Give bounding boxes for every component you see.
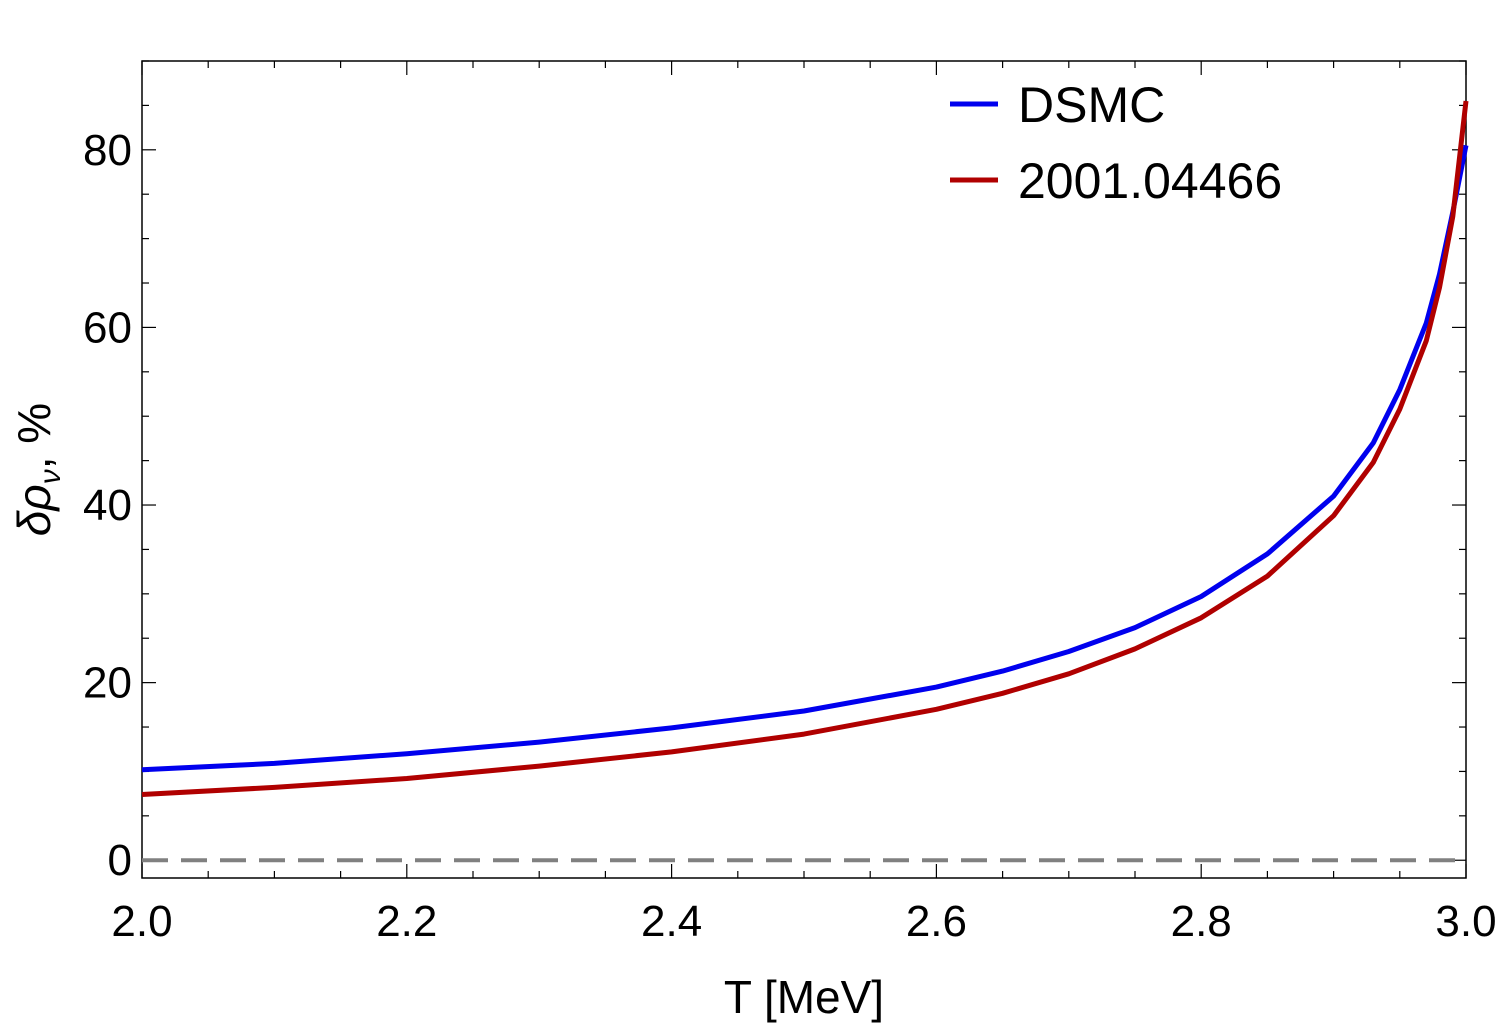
y-tick-label: 80 xyxy=(83,126,132,175)
series-line xyxy=(141,144,1469,773)
x-tick-label: 2.8 xyxy=(1171,897,1232,946)
x-tick-label: 2.2 xyxy=(376,897,437,946)
y-tick-label: 20 xyxy=(83,659,132,708)
legend: DSMC 2001.04466 xyxy=(950,77,1282,209)
x-tick-label: 2.0 xyxy=(111,897,172,946)
y-axis-label-sub: ν xyxy=(34,469,67,484)
y-axis-label-tail: , % xyxy=(8,403,60,469)
x-tick-label: 2.6 xyxy=(906,897,967,946)
y-tick-label: 40 xyxy=(83,481,132,530)
x-axis-label: T [MeV] xyxy=(724,971,884,1023)
legend-label: DSMC xyxy=(1018,77,1165,133)
x-tick-label: 2.4 xyxy=(641,897,702,946)
axis-ticks xyxy=(141,60,1467,878)
y-tick-label: 0 xyxy=(108,836,132,885)
series-line xyxy=(141,100,1469,797)
y-axis-label: δρν, % xyxy=(8,403,67,536)
legend-label: 2001.04466 xyxy=(1018,153,1282,209)
y-tick-label: 60 xyxy=(83,303,132,352)
x-tick-label: 3.0 xyxy=(1435,897,1495,946)
tick-labels: 2.0 2.2 2.4 2.6 2.8 3.0 0 20 40 60 80 xyxy=(83,126,1495,946)
y-axis-label-main: δρ xyxy=(8,484,60,536)
series-lines xyxy=(141,100,1469,863)
